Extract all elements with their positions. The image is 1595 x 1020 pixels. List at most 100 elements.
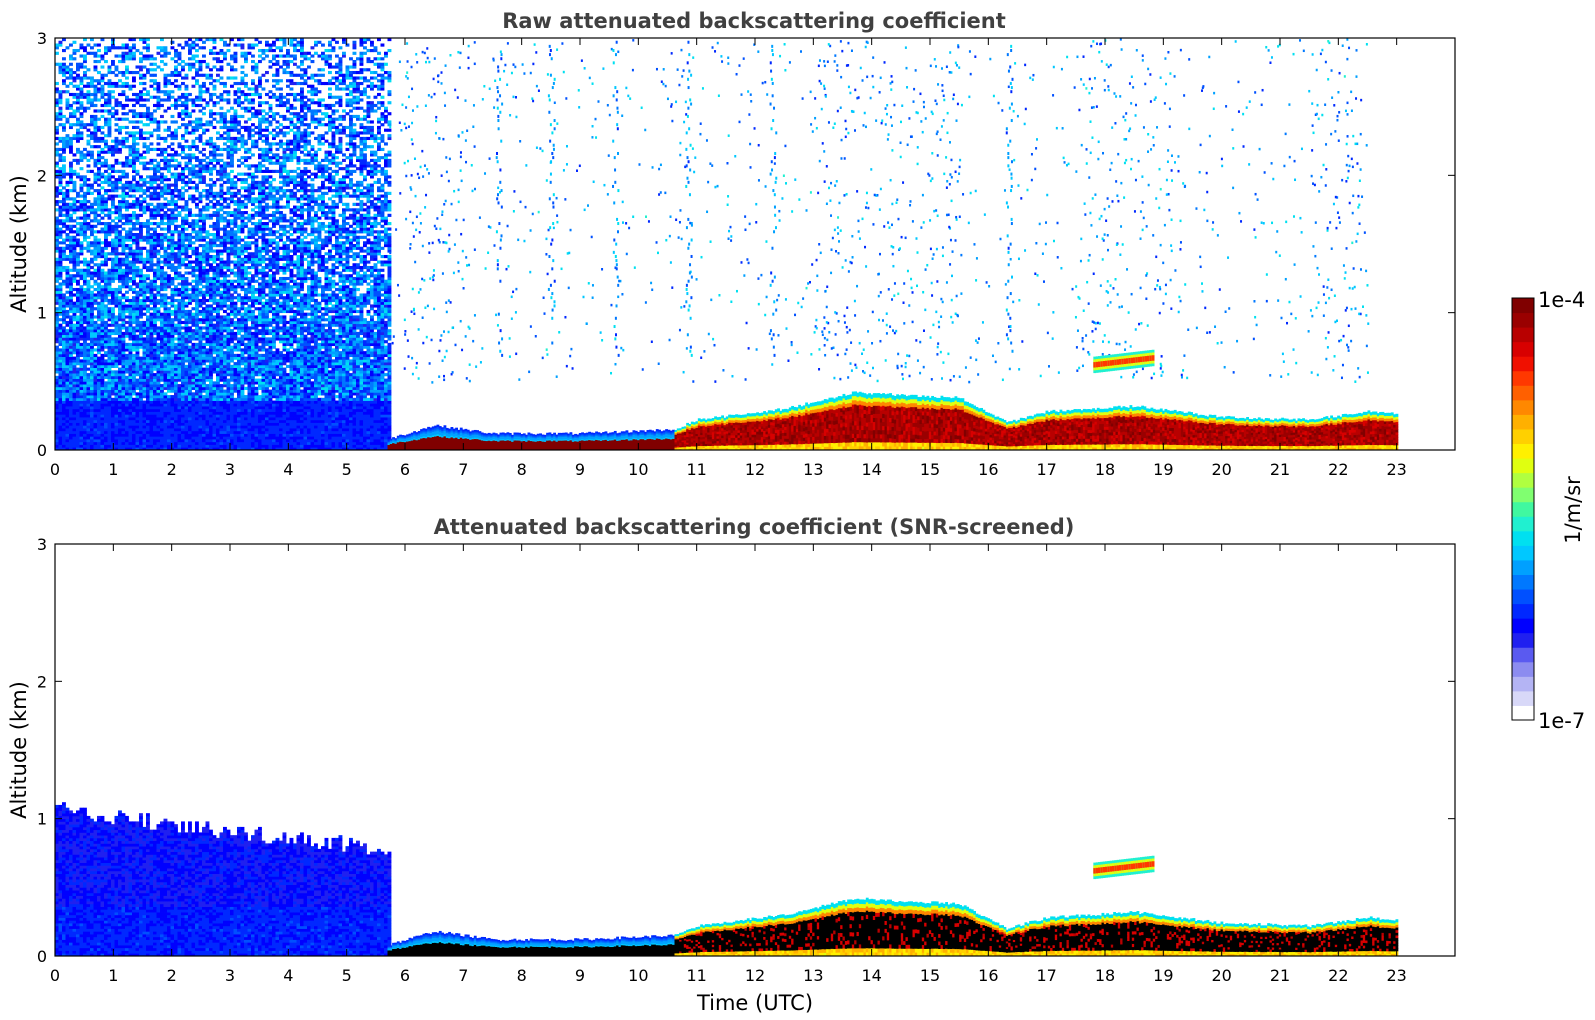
noise-cell xyxy=(83,153,87,156)
noise-cell xyxy=(62,57,66,60)
noise-cell xyxy=(129,145,133,148)
noise-cell xyxy=(94,98,98,101)
noise-cell xyxy=(73,280,77,283)
noise-cell xyxy=(132,222,136,225)
noise-cell xyxy=(69,277,73,280)
noise-cell xyxy=(125,310,129,313)
noise-cell xyxy=(87,326,91,329)
noise-cell xyxy=(80,225,84,228)
noise-cell xyxy=(122,145,126,148)
noise-cell xyxy=(59,302,63,305)
noise-cell xyxy=(115,239,119,242)
noise-cell xyxy=(76,162,80,165)
noise-cell xyxy=(59,249,63,252)
noise-cell xyxy=(136,335,140,338)
noise-cell xyxy=(115,403,119,406)
noise-cell xyxy=(108,129,112,132)
noise-cell xyxy=(115,387,119,390)
noise-cell xyxy=(97,365,101,368)
noise-cell xyxy=(80,365,84,368)
noise-cell xyxy=(104,313,108,316)
noise-cell xyxy=(104,370,108,373)
noise-cell xyxy=(59,392,63,395)
noise-cell xyxy=(59,228,63,231)
noise-cell xyxy=(69,68,73,71)
noise-cell xyxy=(129,219,133,222)
noise-cell xyxy=(104,359,108,362)
noise-cell xyxy=(83,148,87,151)
noise-cell xyxy=(59,90,63,93)
noise-cell xyxy=(94,159,98,162)
noise-cell xyxy=(104,420,108,423)
noise-cell xyxy=(111,200,115,203)
noise-cell xyxy=(62,269,66,272)
noise-cell xyxy=(94,236,98,239)
noise-cell xyxy=(118,310,122,313)
noise-cell xyxy=(76,195,80,198)
noise-cell xyxy=(69,335,73,338)
noise-cell xyxy=(108,79,112,82)
noise-cell xyxy=(136,258,140,261)
noise-cell xyxy=(97,197,101,200)
noise-cell xyxy=(132,271,136,274)
noise-cell xyxy=(118,71,122,74)
noise-cell xyxy=(125,398,129,401)
noise-cell xyxy=(122,280,126,283)
noise-cell xyxy=(108,406,112,409)
noise-cell xyxy=(59,115,63,118)
noise-cell xyxy=(59,365,63,368)
noise-cell xyxy=(129,203,133,206)
noise-cell xyxy=(97,379,101,382)
noise-cell xyxy=(108,82,112,85)
noise-cell xyxy=(118,208,122,211)
noise-cell xyxy=(104,442,108,445)
noise-cell xyxy=(111,266,115,269)
noise-cell xyxy=(59,255,63,258)
noise-cell xyxy=(80,362,84,365)
noise-cell xyxy=(87,96,91,99)
noise-cell xyxy=(129,299,133,302)
noise-cell xyxy=(83,228,87,231)
noise-cell xyxy=(94,406,98,409)
noise-cell xyxy=(132,417,136,420)
noise-cell xyxy=(59,192,63,195)
noise-cell xyxy=(122,104,126,107)
noise-cell xyxy=(83,326,87,329)
noise-cell xyxy=(122,85,126,88)
noise-cell xyxy=(122,142,126,145)
noise-cell xyxy=(129,335,133,338)
noise-cell xyxy=(66,192,70,195)
noise-cell xyxy=(97,296,101,299)
noise-cell xyxy=(59,68,63,71)
noise-cell xyxy=(108,362,112,365)
noise-cell xyxy=(83,442,87,445)
noise-cell xyxy=(101,263,105,266)
noise-cell xyxy=(101,90,105,93)
noise-cell xyxy=(87,159,91,162)
noise-cell xyxy=(69,258,73,261)
noise-cell xyxy=(115,249,119,252)
noise-cell xyxy=(111,302,115,305)
noise-cell xyxy=(132,54,136,57)
noise-cell xyxy=(73,115,77,118)
noise-cell xyxy=(115,206,119,209)
noise-cell xyxy=(83,263,87,266)
noise-cell xyxy=(80,299,84,302)
noise-cell xyxy=(125,359,129,362)
noise-cell xyxy=(66,431,70,434)
noise-cell xyxy=(62,315,66,318)
noise-cell xyxy=(125,186,129,189)
noise-cell xyxy=(118,236,122,239)
noise-cell xyxy=(80,401,84,404)
noise-cell xyxy=(87,291,91,294)
noise-cell xyxy=(69,63,73,66)
noise-cell xyxy=(73,159,77,162)
noise-cell xyxy=(80,439,84,442)
noise-cell xyxy=(66,184,70,187)
noise-cell xyxy=(101,337,105,340)
noise-cell xyxy=(129,359,133,362)
noise-cell xyxy=(104,241,108,244)
noise-cell xyxy=(80,370,84,373)
noise-cell xyxy=(73,307,77,310)
noise-cell xyxy=(69,395,73,398)
